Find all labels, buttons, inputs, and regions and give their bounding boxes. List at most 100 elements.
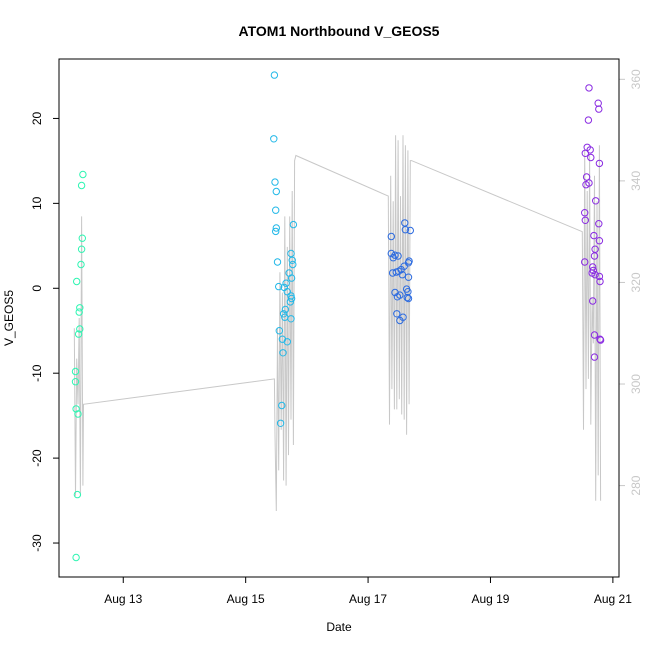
data-point (590, 252, 599, 260)
data-point (272, 187, 280, 196)
data-point (289, 220, 298, 229)
plot-box (58, 58, 620, 578)
data-point (595, 220, 603, 228)
data-point (73, 277, 81, 286)
data-point (275, 327, 283, 335)
y2-tick-label: 320 (629, 272, 643, 292)
y-tick-label: -10 (30, 364, 44, 382)
data-point (275, 282, 283, 291)
data-point (287, 315, 295, 323)
data-point (592, 197, 600, 205)
x-tick-label: Aug 15 (227, 592, 265, 606)
data-point (590, 353, 599, 361)
y2-tick-label: 340 (629, 171, 643, 191)
x-tick-label: Aug 13 (104, 592, 142, 606)
data-point (590, 231, 598, 240)
data-point (283, 338, 291, 346)
data-point (279, 349, 287, 357)
y2-tick-label: 300 (629, 374, 643, 394)
data-point (404, 294, 413, 303)
data-point (77, 260, 85, 269)
data-point (404, 273, 413, 281)
data-point (596, 277, 604, 286)
data-point (76, 304, 84, 312)
data-point (271, 178, 279, 186)
data-point (270, 71, 279, 79)
data-point (581, 216, 589, 225)
data-point (401, 226, 410, 234)
data-point (287, 294, 296, 303)
data-point (596, 335, 604, 343)
y-tick-label: 0 (30, 285, 44, 292)
data-point (272, 227, 280, 236)
x-tick-label: Aug 21 (594, 592, 632, 606)
x-axis-label: Date (326, 620, 352, 634)
chart-title: ATOM1 Northbound V_GEOS5 (239, 23, 440, 39)
data-point (586, 146, 594, 154)
y-tick-label: 10 (30, 196, 44, 210)
data-point (74, 410, 82, 418)
data-point (387, 232, 395, 241)
data-point (287, 274, 296, 282)
data-point (77, 181, 86, 190)
points-layer (71, 71, 605, 562)
data-point (595, 237, 604, 245)
data-point (74, 330, 83, 338)
data-point (272, 224, 280, 232)
data-point (581, 209, 589, 217)
data-point (591, 271, 599, 279)
data-point (388, 269, 397, 277)
data-point (398, 271, 406, 279)
y2-tick-label: 280 (629, 475, 643, 495)
data-point (392, 268, 400, 276)
data-point (581, 258, 589, 266)
data-point (289, 260, 297, 269)
data-point (76, 325, 84, 333)
data-point (72, 553, 80, 562)
data-point (584, 116, 593, 124)
data-point (287, 249, 295, 258)
data-point (281, 305, 290, 314)
data-point (278, 401, 286, 410)
axes-layer: Aug 13 Aug 15 Aug 17 Aug 19 Aug 21 -30 -20 -10 0… (30, 69, 643, 606)
data-point (286, 298, 294, 306)
data-point (581, 149, 589, 158)
data-point (71, 367, 80, 376)
data-point (71, 378, 80, 386)
data-point (595, 272, 604, 281)
data-point (387, 249, 395, 258)
data-point (406, 226, 414, 235)
data-point (585, 84, 593, 92)
data-point (276, 419, 285, 427)
y-tick-label: 20 (30, 111, 44, 125)
data-point (396, 316, 404, 325)
data-point (78, 234, 87, 242)
data-point (590, 331, 599, 339)
x-tick-label: Aug 19 (471, 592, 509, 606)
data-point (73, 490, 82, 499)
data-point (75, 308, 83, 316)
data-point (393, 310, 401, 318)
data-point (393, 293, 402, 301)
data-point (389, 254, 397, 262)
data-point (595, 105, 603, 113)
data-point (596, 336, 605, 344)
data-point (582, 181, 590, 189)
data-point (270, 135, 278, 143)
data-point (394, 252, 402, 260)
data-point (79, 170, 87, 179)
y-tick-label: -20 (30, 449, 44, 467)
data-point (288, 256, 296, 264)
data-point (282, 279, 290, 287)
data-point (589, 297, 597, 305)
data-point (283, 288, 291, 296)
data-point (594, 99, 602, 107)
secondary-series-line (73, 135, 602, 512)
y-axis-label: V_GEOS5 (2, 290, 16, 346)
secondary-line-layer (73, 135, 602, 512)
data-point (587, 153, 595, 162)
data-point (77, 245, 86, 253)
data-point (403, 293, 411, 302)
